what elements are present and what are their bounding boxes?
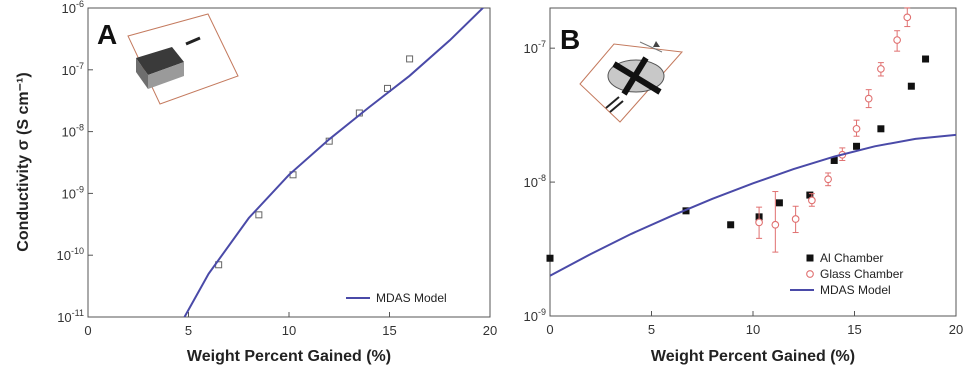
x-tick-label: 0 bbox=[546, 322, 553, 337]
data-point bbox=[903, 13, 912, 22]
x-axis-title: Weight Percent Gained (%) bbox=[187, 348, 391, 365]
data-point bbox=[853, 142, 861, 150]
data-point bbox=[406, 55, 414, 63]
data-point bbox=[255, 211, 263, 219]
legend: Al Chamber Glass Chamber MDAS Model bbox=[790, 251, 903, 297]
x-tick-label: 15 bbox=[847, 322, 861, 337]
axis-ticks: 0 5 10 15 20 10-9 10-8 10-7 bbox=[524, 39, 963, 337]
data-point bbox=[771, 220, 780, 229]
panel-a: A 0 5 10 15 20 10-11 10-10 10-9 10-8 10-7 10-6 MDA… bbox=[15, 0, 497, 365]
panel-b: B 0 5 10 15 20 10-9 10-8 10-7 Al Chamber Glass C… bbox=[524, 7, 963, 365]
x-axis-title: Weight Percent Gained (%) bbox=[651, 348, 855, 365]
panel-label: B bbox=[560, 24, 580, 55]
data-point bbox=[755, 218, 763, 227]
y-tick-label: 10-7 bbox=[524, 39, 546, 56]
data-point bbox=[775, 199, 783, 207]
data-point bbox=[877, 65, 885, 73]
x-tick-label: 15 bbox=[382, 323, 396, 338]
model-line bbox=[183, 8, 485, 317]
y-tick-label: 10-9 bbox=[62, 184, 84, 201]
data-point bbox=[907, 82, 915, 90]
axis-ticks: 0 5 10 15 20 10-11 10-10 10-9 10-8 10-7 10-6 bbox=[57, 0, 498, 338]
data-point bbox=[806, 254, 814, 262]
legend: MDAS Model bbox=[346, 291, 447, 305]
y-tick-label: 10-7 bbox=[62, 61, 84, 78]
data-point bbox=[877, 125, 885, 133]
data-point bbox=[808, 196, 816, 205]
data-point bbox=[727, 221, 735, 229]
y-tick-label: 10-11 bbox=[57, 308, 84, 325]
panel-label: A bbox=[97, 19, 117, 50]
model-line bbox=[550, 133, 956, 277]
plot-series bbox=[183, 8, 485, 317]
x-tick-label: 0 bbox=[84, 323, 91, 338]
data-point bbox=[791, 215, 800, 223]
y-axis-title: Conductivity σ (S cm⁻¹) bbox=[15, 72, 32, 251]
x-tick-label: 5 bbox=[185, 323, 192, 338]
data-point bbox=[864, 94, 873, 103]
legend-label: Al Chamber bbox=[820, 251, 883, 265]
y-tick-label: 10-8 bbox=[524, 173, 546, 190]
x-tick-label: 10 bbox=[746, 322, 760, 337]
data-point bbox=[806, 270, 814, 278]
data-point bbox=[893, 36, 901, 44]
data-point bbox=[824, 175, 832, 184]
legend-label: Glass Chamber bbox=[820, 267, 903, 281]
legend-label: MDAS Model bbox=[376, 291, 447, 305]
data-point bbox=[546, 254, 554, 262]
sensor-inset-illustration bbox=[127, 13, 239, 105]
y-tick-label: 10-8 bbox=[62, 123, 84, 140]
sensor-inset-illustration bbox=[579, 41, 684, 123]
data-point bbox=[806, 191, 814, 199]
x-tick-label: 5 bbox=[648, 322, 655, 337]
y-tick-label: 10-9 bbox=[524, 307, 546, 324]
legend-label: MDAS Model bbox=[820, 283, 891, 297]
x-tick-label: 10 bbox=[282, 323, 296, 338]
data-point bbox=[852, 124, 861, 133]
data-point bbox=[922, 55, 930, 63]
y-tick-label: 10-10 bbox=[57, 246, 84, 263]
x-tick-label: 20 bbox=[483, 323, 497, 338]
data-point bbox=[830, 156, 838, 164]
plot-series bbox=[546, 7, 956, 277]
data-point bbox=[383, 84, 391, 92]
y-tick-label: 10-6 bbox=[62, 0, 84, 16]
x-tick-label: 20 bbox=[949, 322, 963, 337]
